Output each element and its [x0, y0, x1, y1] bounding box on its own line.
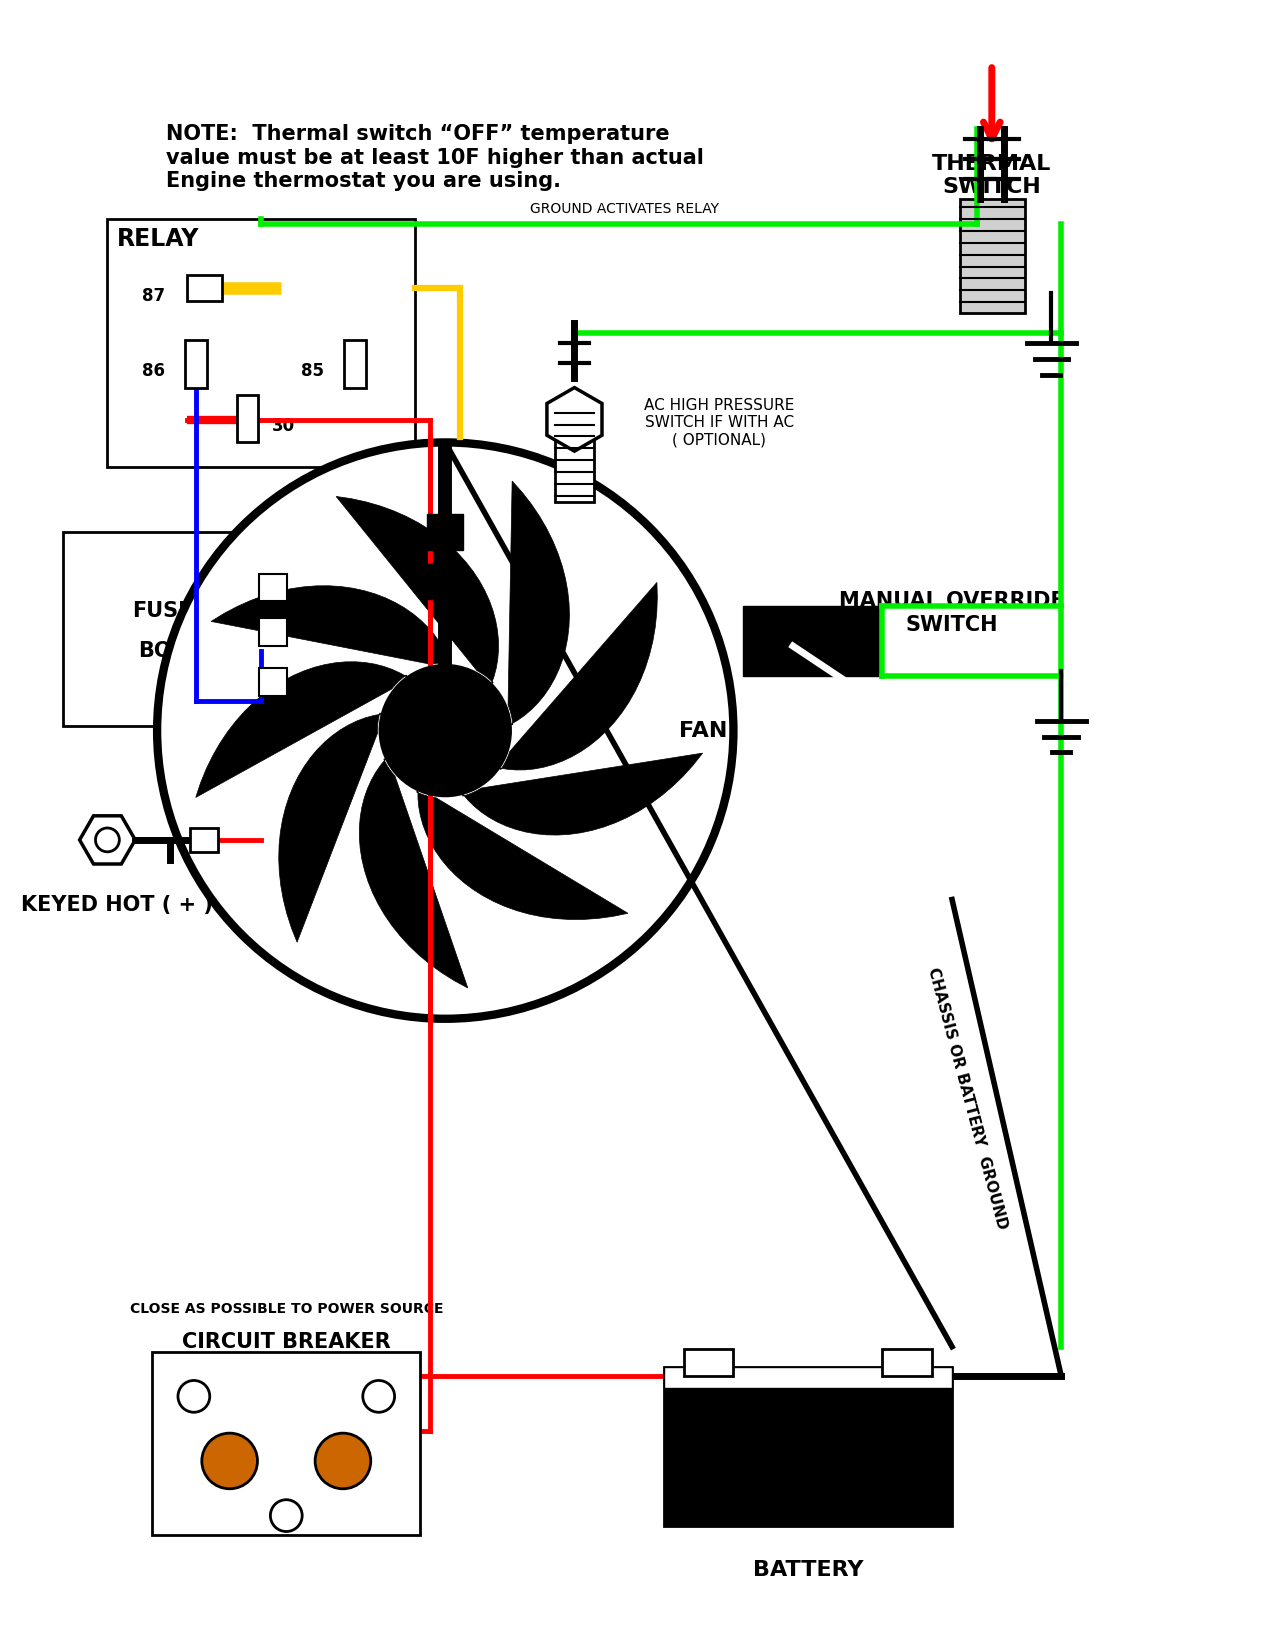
Circle shape: [315, 1434, 371, 1488]
Bar: [743, 607, 882, 676]
Circle shape: [179, 1381, 210, 1412]
Polygon shape: [507, 482, 570, 724]
Polygon shape: [547, 388, 602, 450]
Circle shape: [157, 442, 733, 1018]
Text: 85: 85: [301, 361, 324, 380]
Bar: [960, 200, 1025, 314]
Text: AC HIGH PRESSURE
SWITCH IF WITH AC
( OPTIONAL): AC HIGH PRESSURE SWITCH IF WITH AC ( OPT…: [644, 398, 794, 447]
Polygon shape: [417, 789, 629, 919]
Text: GROUND ACTIVATES RELAY: GROUND ACTIVATES RELAY: [529, 201, 719, 216]
Bar: [683, 1348, 733, 1376]
Text: −: −: [895, 1348, 921, 1378]
Bar: [259, 668, 287, 696]
Polygon shape: [462, 752, 703, 835]
Bar: [185, 340, 207, 388]
Polygon shape: [360, 757, 468, 988]
Bar: [664, 1366, 952, 1388]
Text: 86: 86: [143, 361, 166, 380]
Bar: [664, 1366, 952, 1526]
Text: MANUAL OVERRIDE
SWITCH: MANUAL OVERRIDE SWITCH: [839, 591, 1065, 635]
Polygon shape: [196, 662, 408, 797]
Text: +: +: [696, 1348, 722, 1378]
Circle shape: [96, 828, 120, 851]
Bar: [107, 219, 416, 467]
Polygon shape: [79, 815, 135, 865]
Text: FAN: FAN: [680, 721, 728, 741]
Polygon shape: [279, 713, 382, 942]
Bar: [427, 564, 463, 599]
Text: FUSE: FUSE: [131, 601, 193, 622]
Text: KEYED HOT ( + ): KEYED HOT ( + ): [22, 894, 213, 914]
Bar: [190, 828, 218, 851]
Polygon shape: [499, 582, 658, 771]
Bar: [187, 276, 222, 302]
Circle shape: [363, 1381, 394, 1412]
Bar: [259, 619, 287, 647]
Polygon shape: [337, 497, 499, 685]
Bar: [882, 1348, 932, 1376]
Circle shape: [381, 667, 510, 795]
Bar: [259, 574, 287, 601]
Circle shape: [201, 1434, 258, 1488]
Text: 87: 87: [143, 287, 166, 305]
Text: CHASSIS OR BATTERY  GROUND: CHASSIS OR BATTERY GROUND: [924, 965, 1010, 1231]
Bar: [344, 340, 366, 388]
Text: NOTE:  Thermal switch “OFF” temperature
value must be at least 10F higher than a: NOTE: Thermal switch “OFF” temperature v…: [167, 124, 704, 191]
Circle shape: [270, 1500, 302, 1531]
Text: BATTERY: BATTERY: [752, 1561, 863, 1581]
Text: THERMAL
SWITCH: THERMAL SWITCH: [932, 153, 1052, 198]
Bar: [152, 1351, 421, 1536]
Text: BOX: BOX: [138, 642, 186, 662]
Text: RELAY: RELAY: [117, 226, 200, 251]
Polygon shape: [212, 586, 451, 667]
Text: CLOSE AS POSSIBLE TO POWER SOURCE: CLOSE AS POSSIBLE TO POWER SOURCE: [130, 1302, 442, 1317]
Bar: [427, 515, 463, 549]
Text: CIRCUIT BREAKER: CIRCUIT BREAKER: [182, 1332, 390, 1351]
Bar: [62, 531, 261, 726]
Bar: [555, 427, 594, 502]
Text: 30: 30: [272, 416, 295, 434]
Bar: [237, 394, 259, 442]
